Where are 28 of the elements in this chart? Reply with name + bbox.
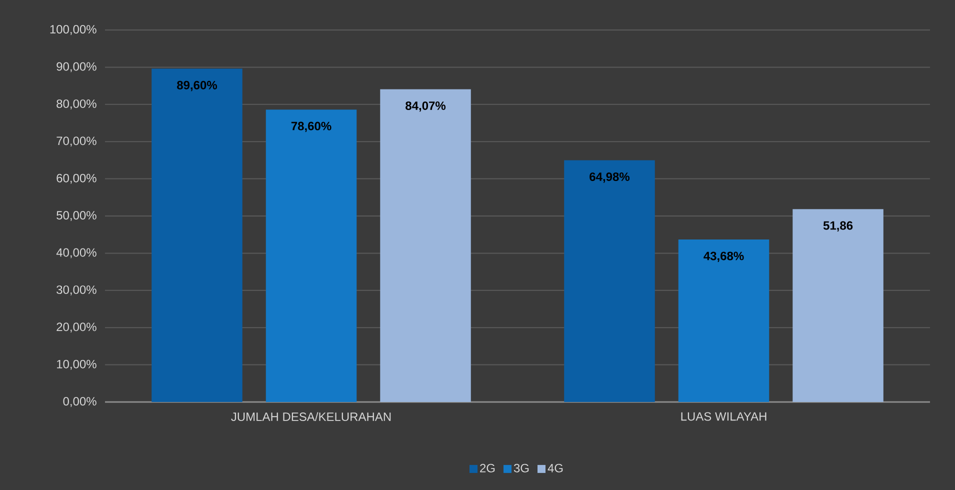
bar [380, 89, 471, 402]
legend-label: 2G [480, 464, 495, 472]
data-label: 78,60% [291, 122, 332, 132]
y-tick-label: 30,00% [56, 285, 96, 296]
data-label: 84,07% [406, 101, 446, 112]
y-tick-label: 20,00% [56, 322, 96, 333]
bar [564, 160, 655, 402]
y-tick-label: 0,00% [63, 397, 96, 407]
legend-label: 3G [514, 464, 529, 472]
bar [678, 240, 770, 402]
y-tick-label: 100,00% [50, 25, 96, 35]
y-tick-label: 80,00% [56, 99, 96, 110]
bar [792, 209, 884, 402]
y-tick-label: 50,00% [56, 211, 96, 221]
data-label: 43,68% [704, 252, 744, 262]
data-label: 51,86 [823, 221, 853, 232]
data-label: 64,98% [590, 172, 630, 183]
y-tick-label: 70,00% [56, 136, 96, 147]
x-tick-label: JUMLAH DESA/KELURAHAN [231, 412, 391, 422]
data-label: 89,60% [177, 80, 218, 92]
bar [152, 68, 242, 402]
y-tick-label: 60,00% [56, 174, 96, 184]
y-tick-label: 40,00% [56, 248, 96, 258]
y-tick-label: 90,00% [56, 62, 96, 72]
x-tick-label: LUAS WILAYAH [681, 412, 766, 421]
y-tick-label: 10,00% [57, 360, 96, 370]
legend-label: 4G [548, 464, 563, 472]
bar [266, 110, 357, 402]
